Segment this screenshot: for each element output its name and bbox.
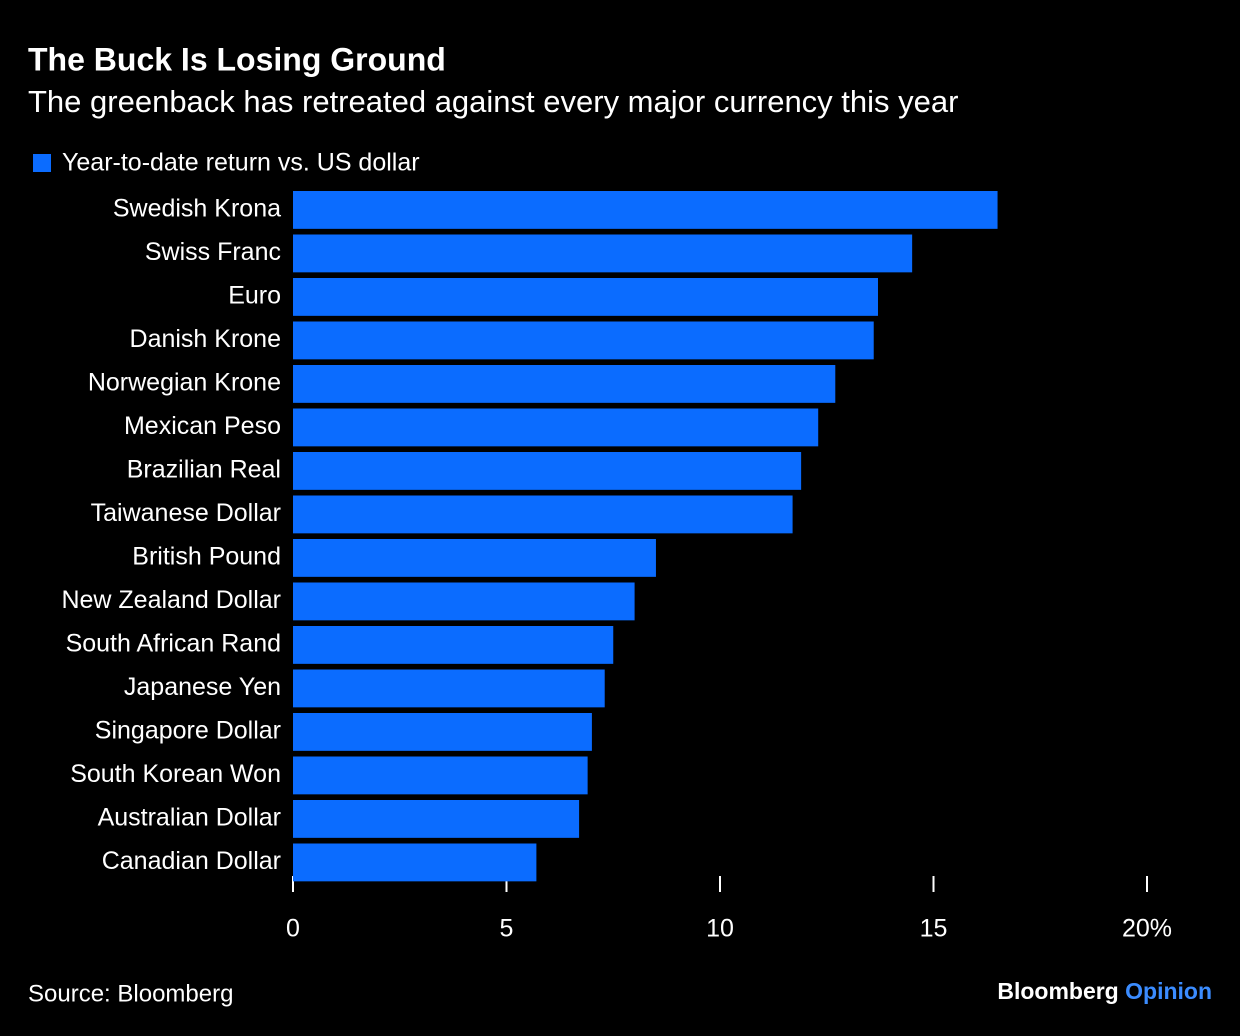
y-tick-label: Swedish Krona xyxy=(113,194,281,222)
branding: Bloomberg Opinion xyxy=(997,978,1212,1004)
y-tick-label: New Zealand Dollar xyxy=(61,586,281,614)
bar xyxy=(293,582,635,621)
y-tick-label: Canadian Dollar xyxy=(102,847,281,875)
bar xyxy=(293,843,537,882)
bar xyxy=(293,626,614,664)
y-tick-label: Euro xyxy=(228,281,281,309)
y-tick-label: Japanese Yen xyxy=(124,673,281,701)
source: Source: Bloomberg xyxy=(28,980,233,1007)
x-tick-label: 0 xyxy=(286,915,300,943)
bar xyxy=(293,713,592,751)
bar xyxy=(293,495,793,534)
bar xyxy=(293,278,878,316)
bar xyxy=(293,756,588,795)
bar xyxy=(293,321,874,360)
brand-name: Bloomberg xyxy=(997,978,1118,1004)
bar xyxy=(293,234,913,273)
bar xyxy=(293,365,836,403)
y-tick-label: Mexican Peso xyxy=(124,412,281,440)
x-tick-label: 5 xyxy=(500,915,514,943)
brand-product: Opinion xyxy=(1125,978,1212,1004)
bar xyxy=(293,452,802,490)
y-tick-label: Norwegian Krone xyxy=(88,368,281,396)
x-tick-label: 10 xyxy=(706,915,734,943)
y-tick-label: South African Rand xyxy=(66,629,281,657)
y-tick-label: South Korean Won xyxy=(70,760,281,788)
chart-subtitle: The greenback has retreated against ever… xyxy=(28,84,958,119)
bar xyxy=(293,800,580,838)
y-tick-label: Swiss Franc xyxy=(145,238,281,266)
bar xyxy=(293,408,819,447)
legend-swatch xyxy=(33,154,51,172)
y-tick-label: Danish Krone xyxy=(130,325,281,353)
y-tick-label: British Pound xyxy=(132,542,281,570)
legend-label: Year-to-date return vs. US dollar xyxy=(62,149,420,177)
bar xyxy=(293,539,656,577)
y-tick-label: Taiwanese Dollar xyxy=(91,499,281,527)
y-tick-label: Singapore Dollar xyxy=(95,716,281,744)
x-tick-label: 15 xyxy=(920,915,948,943)
bar xyxy=(293,191,998,229)
bar xyxy=(293,669,605,708)
y-tick-label: Brazilian Real xyxy=(127,455,281,483)
y-tick-label: Australian Dollar xyxy=(98,803,281,831)
chart-title: The Buck Is Losing Ground xyxy=(28,41,446,77)
x-tick-label: 20% xyxy=(1122,915,1172,943)
